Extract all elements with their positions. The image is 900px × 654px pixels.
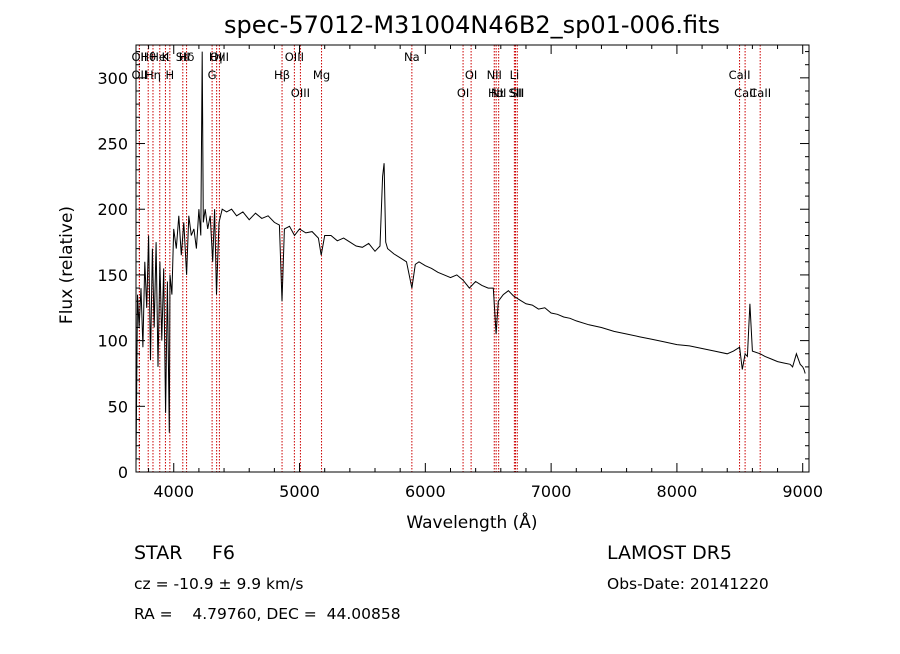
x-tick-label: 8000 xyxy=(657,482,698,501)
line-label: CaII xyxy=(749,86,771,100)
y-tick-label: 200 xyxy=(97,200,128,219)
line-label: Li xyxy=(510,68,520,82)
plot-frame xyxy=(135,44,810,473)
line-label: H xyxy=(166,68,175,82)
line-label: OII xyxy=(131,50,147,64)
line-label: NII xyxy=(487,68,502,82)
survey-name: LAMOST DR5 xyxy=(607,542,732,564)
line-markers xyxy=(138,45,761,472)
line-label: G xyxy=(208,68,217,82)
line-label: SII xyxy=(508,86,522,100)
x-tick-label: 9000 xyxy=(782,482,823,501)
line-label: OII xyxy=(131,68,147,82)
y-tick-label: 50 xyxy=(108,397,128,416)
line-label: Na xyxy=(404,50,420,64)
line-label: Hβ xyxy=(274,68,290,82)
line-label: Hγ xyxy=(209,50,225,64)
line-label: OI xyxy=(465,68,477,82)
line-label: OIII xyxy=(285,50,304,64)
line-label: Mg xyxy=(313,68,330,82)
x-axis-label: Wavelength (Å) xyxy=(406,511,537,533)
line-label: Hα xyxy=(488,86,505,100)
x-tick-label: 5000 xyxy=(279,482,320,501)
x-axis-ticks: 4000 5000 6000 7000 8000 9000 xyxy=(148,45,823,501)
x-tick-label: 7000 xyxy=(531,482,572,501)
line-label: CaII xyxy=(734,86,756,100)
line-label: HeI xyxy=(150,50,169,64)
y-tick-label: 150 xyxy=(97,266,128,285)
line-label: CaII xyxy=(729,68,751,82)
x-tick-label: 6000 xyxy=(405,482,446,501)
line-label: NII xyxy=(491,86,506,100)
line-label: Hθ xyxy=(140,50,156,64)
object-class: STAR xyxy=(134,542,182,564)
line-label: SII xyxy=(176,50,190,64)
line-label: OIII xyxy=(210,50,229,64)
spectrum-line xyxy=(135,51,806,466)
line-label: K xyxy=(162,50,170,64)
coordinates-text: RA = 4.79760, DEC = 44.00858 xyxy=(134,605,401,623)
line-label: Hδ xyxy=(179,50,195,64)
redshift-text: cz = -10.9 ± 9.9 km/s xyxy=(134,575,303,593)
obs-date-text: Obs-Date: 20141220 xyxy=(607,575,769,593)
line-label: SII xyxy=(510,86,524,100)
chart-title: spec-57012-M31004N46B2_sp01-006.fits xyxy=(224,11,720,39)
y-tick-label: 100 xyxy=(97,332,128,351)
y-tick-label: 300 xyxy=(97,69,128,88)
y-tick-label: 250 xyxy=(97,135,128,154)
line-label: Hη xyxy=(145,68,161,82)
y-tick-label: 0 xyxy=(118,463,128,482)
line-label: OI xyxy=(457,86,469,100)
x-tick-label: 4000 xyxy=(153,482,194,501)
y-axis-ticks: 0 50 100 150 200 250 300 xyxy=(97,51,809,482)
y-axis-label: Flux (relative) xyxy=(57,206,77,324)
line-label: OIII xyxy=(291,86,310,100)
object-subclass: F6 xyxy=(212,542,235,564)
